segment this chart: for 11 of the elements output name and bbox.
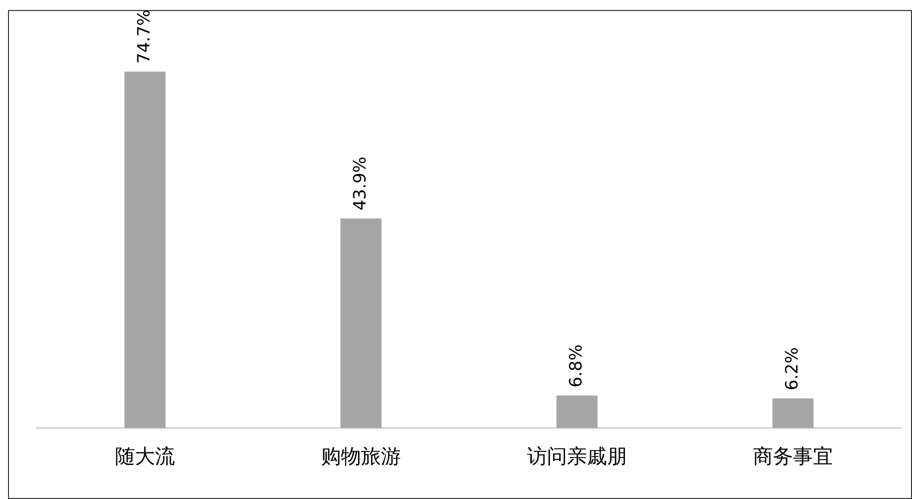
bar <box>556 396 598 428</box>
bar <box>124 72 166 428</box>
bar <box>772 398 814 428</box>
data-label: 6.2% <box>782 347 802 390</box>
x-tick-label: 随大流 <box>115 444 175 468</box>
x-tick-label: 商务事宜 <box>753 444 833 468</box>
data-label: 43.9% <box>350 156 370 211</box>
bar <box>340 218 382 428</box>
x-tick-label: 购物旅游 <box>321 444 401 468</box>
x-tick-label: 访问亲戚朋 <box>527 444 627 468</box>
data-label: 6.8% <box>566 344 586 388</box>
